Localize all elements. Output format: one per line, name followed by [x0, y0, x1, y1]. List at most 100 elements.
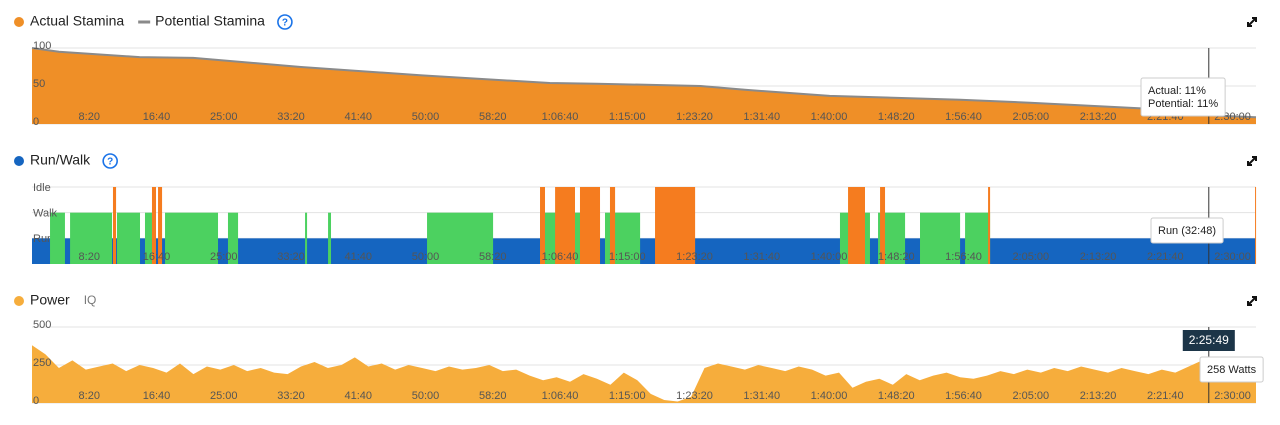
- x-tick-label: 1:48:20: [878, 251, 915, 263]
- expand-icons: [1247, 17, 1257, 306]
- x-tick-label: 1:15:00: [609, 390, 646, 402]
- x-tick-label: 2:21:40: [1147, 251, 1184, 263]
- cursor-label-box: [1182, 330, 1235, 351]
- state-interval: [609, 187, 616, 264]
- y-tick-label: 0: [33, 395, 39, 407]
- state-interval: [70, 212, 113, 264]
- legend-dot: [14, 156, 24, 166]
- x-tick-label: 1:06:40: [542, 251, 579, 263]
- state-interval: [540, 187, 546, 264]
- state-interval: [144, 212, 152, 264]
- x-tick-label: 2:05:00: [1012, 111, 1049, 123]
- x-tick-label: 2:05:00: [1012, 390, 1049, 402]
- x-tick-label: 50:00: [412, 251, 440, 263]
- state-interval: [988, 187, 991, 264]
- y-tick-label: Walk: [33, 208, 58, 220]
- x-tick-label: 1:48:20: [878, 390, 915, 402]
- state-interval: [555, 187, 575, 264]
- state-interval: [427, 212, 494, 264]
- x-tick-label: 1:31:40: [743, 390, 780, 402]
- legend-dot: [14, 17, 24, 27]
- state-interval: [50, 212, 65, 264]
- x-tick-label: 1:06:40: [542, 390, 579, 402]
- tooltip: Actual: 11%Potential: 11%: [1140, 77, 1226, 117]
- x-tick-label: 2:13:20: [1080, 390, 1117, 402]
- tooltip-text: Actual: 11%: [1148, 85, 1206, 97]
- help-icon[interactable]: [102, 153, 118, 169]
- y-tick-label: 50: [33, 78, 45, 90]
- x-tick-label: 1:56:40: [945, 251, 982, 263]
- x-tick-label: 41:40: [344, 251, 372, 263]
- x-tick-label: 58:20: [479, 251, 507, 263]
- x-tick-label: 8:20: [79, 251, 100, 263]
- tooltip-box: [1140, 77, 1226, 117]
- state-interval: [117, 212, 141, 264]
- tooltip: Run (32:48): [1150, 217, 1224, 244]
- x-tick-label: 1:40:00: [811, 251, 848, 263]
- x-tick-label: 1:31:40: [743, 111, 780, 123]
- x-tick-label: 50:00: [412, 390, 440, 402]
- x-tick-label: 1:23:20: [676, 251, 713, 263]
- x-tick-label: 16:40: [143, 251, 171, 263]
- state-interval: [880, 187, 886, 264]
- x-tick-label: 1:40:00: [811, 111, 848, 123]
- x-tick-label: 2:21:40: [1147, 390, 1184, 402]
- help-icon-label: ?: [282, 18, 288, 29]
- y-tick-label: Run: [33, 233, 53, 245]
- tooltip-text: 258 Watts: [1207, 364, 1257, 376]
- x-tick-label: 1:15:00: [609, 251, 646, 263]
- panel-subtitle: IQ: [84, 293, 97, 307]
- y-tick-label: 100: [33, 40, 51, 52]
- x-tick-label: 25:00: [210, 390, 238, 402]
- y-tick-label: 0: [33, 116, 39, 128]
- expand-icon[interactable]: [1247, 296, 1257, 306]
- state-interval: [112, 187, 117, 264]
- x-tick-label: 1:40:00: [811, 390, 848, 402]
- state-interval: [965, 212, 991, 264]
- cursor-label: 2:25:49: [1189, 333, 1229, 347]
- tooltip-text: Run (32:48): [1158, 225, 1216, 237]
- state-interval: [839, 212, 851, 264]
- x-tick-label: 1:15:00: [609, 111, 646, 123]
- expand-icon[interactable]: [1247, 156, 1257, 166]
- legend-label: Potential Stamina: [155, 13, 265, 29]
- state-interval: [328, 212, 332, 264]
- x-tick-label: 2:30:00: [1214, 251, 1251, 263]
- x-tick-label: 1:31:40: [743, 251, 780, 263]
- x-tick-label: 25:00: [210, 251, 238, 263]
- tooltip-text: Potential: 11%: [1148, 98, 1218, 110]
- chart-panel: Run/Walk ? Run Walk Idle 8:20 16:40 25:00 33:20 4…: [14, 152, 1257, 264]
- x-tick-label: 2:30:00: [1214, 390, 1251, 402]
- x-tick-label: 2:13:20: [1080, 251, 1117, 263]
- state-interval: [165, 212, 219, 264]
- x-tick-label: 41:40: [344, 111, 372, 123]
- tooltip-box: [1150, 217, 1224, 244]
- x-tick-label: 58:20: [479, 111, 507, 123]
- x-tick-label: 25:00: [210, 111, 238, 123]
- y-tick-label: 500: [33, 319, 51, 331]
- chart-panel: Power IQ 0 250 500 8:20 16:40 25:00 33:20 41:40 50…: [14, 292, 1264, 407]
- x-tick-label: 8:20: [79, 390, 100, 402]
- state-interval: [920, 212, 961, 264]
- x-tick-label: 2:05:00: [1012, 251, 1049, 263]
- x-tick-label: 50:00: [412, 111, 440, 123]
- x-tick-label: 1:48:20: [878, 111, 915, 123]
- chart-panel: Actual Stamina Potential Stamina ? 0 50 100 8:…: [14, 13, 1257, 128]
- legend-dot: [14, 296, 24, 306]
- help-icon-label: ?: [107, 157, 113, 168]
- panel-title: Power: [30, 292, 70, 308]
- y-tick-label: Idle: [33, 182, 51, 194]
- x-tick-label: 2:13:20: [1080, 111, 1117, 123]
- expand-icon[interactable]: [1247, 17, 1257, 27]
- state-interval: [151, 187, 157, 264]
- x-tick-label: 8:20: [79, 111, 100, 123]
- x-tick-label: 33:20: [277, 111, 305, 123]
- area: [32, 48, 1256, 124]
- help-icon[interactable]: [277, 14, 293, 30]
- potential-line: [31, 47, 1257, 119]
- x-tick-label: 1:23:20: [676, 390, 713, 402]
- state-interval: [848, 187, 865, 264]
- legend-label: Actual Stamina: [30, 13, 124, 29]
- x-tick-label: 41:40: [344, 390, 372, 402]
